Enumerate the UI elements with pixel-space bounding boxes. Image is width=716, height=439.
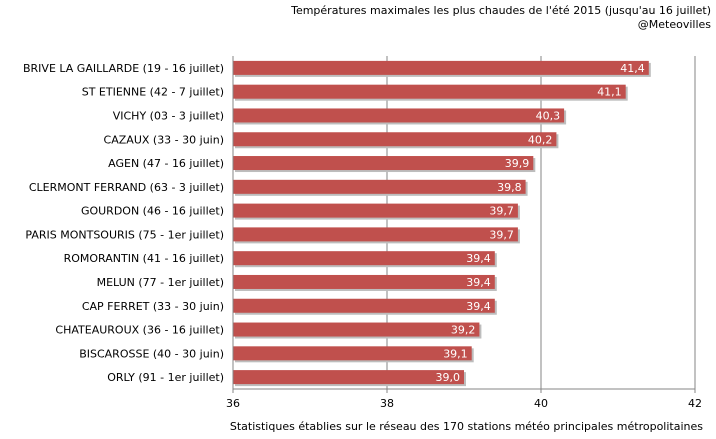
data-label: 39,7 (489, 205, 514, 218)
category-label: CAP FERRET (33 - 30 juin) (82, 300, 224, 313)
data-label: 39,4 (466, 300, 491, 313)
bar (233, 346, 472, 361)
data-label: 41,1 (597, 86, 622, 99)
data-label: 39,4 (466, 276, 491, 289)
data-label: 39,1 (443, 347, 468, 360)
data-label: 39,9 (505, 157, 530, 170)
category-label: CLERMONT FERRAND (63 - 3 juillet) (29, 181, 224, 194)
data-label: 39,8 (497, 181, 522, 194)
category-label: CHATEAUROUX (36 - 16 juillet) (55, 324, 224, 337)
category-label: AGEN (47 - 16 juillet) (108, 157, 224, 170)
bar (233, 370, 464, 385)
category-label: ORLY (91 - 1er juillet) (107, 371, 224, 384)
data-label: 39,7 (489, 228, 514, 241)
bar (233, 108, 565, 123)
chart-title: Températures maximales les plus chaudes … (290, 4, 711, 17)
chart-footer: Statistiques établies sur le réseau des … (230, 420, 703, 433)
bar (233, 132, 557, 147)
data-label: 39,4 (466, 252, 491, 265)
grid-lines (232, 56, 696, 393)
bar (233, 84, 626, 99)
bar (233, 60, 649, 75)
category-label: CAZAUX (33 - 30 juin) (104, 133, 224, 146)
x-tick-labels: 36 38 40 42 (226, 397, 702, 410)
category-label: GOURDON (46 - 16 juillet) (81, 205, 224, 218)
category-label: BISCAROSSE (40 - 30 juin) (79, 347, 224, 360)
chart-subtitle: @Meteovilles (638, 18, 712, 31)
bar (233, 298, 495, 313)
category-label: VICHY (03 - 3 juillet) (113, 109, 224, 122)
bar (233, 322, 480, 337)
bars (233, 60, 651, 387)
bar (233, 179, 526, 194)
bar (233, 156, 534, 171)
category-label: ST ETIENNE (42 - 7 juillet) (82, 86, 224, 99)
x-tick-label: 40 (534, 397, 548, 410)
value-labels: 41,4 41,1 40,3 40,2 39,9 39,8 39,7 39,7 39,4 39,4… (436, 62, 645, 384)
x-tick-label: 36 (226, 397, 240, 410)
bar (233, 203, 518, 218)
category-label: BRIVE LA GAILLARDE (19 - 16 juillet) (23, 62, 224, 75)
data-label: 40,3 (536, 109, 561, 122)
category-label: PARIS MONTSOURIS (75 - 1er juillet) (25, 228, 224, 241)
bar (233, 227, 518, 242)
category-labels: BRIVE LA GAILLARDE (19 - 16 juillet) ST E… (23, 62, 224, 384)
category-label: MELUN (77 - 1er juillet) (97, 276, 224, 289)
data-label: 40,2 (528, 133, 553, 146)
bar (233, 251, 495, 266)
bar (233, 274, 495, 289)
x-tick-label: 38 (380, 397, 394, 410)
x-tick-label: 42 (688, 397, 702, 410)
data-label: 41,4 (620, 62, 645, 75)
data-label: 39,0 (436, 371, 461, 384)
category-label: ROMORANTIN (41 - 16 juillet) (64, 252, 224, 265)
data-label: 39,2 (451, 324, 476, 337)
